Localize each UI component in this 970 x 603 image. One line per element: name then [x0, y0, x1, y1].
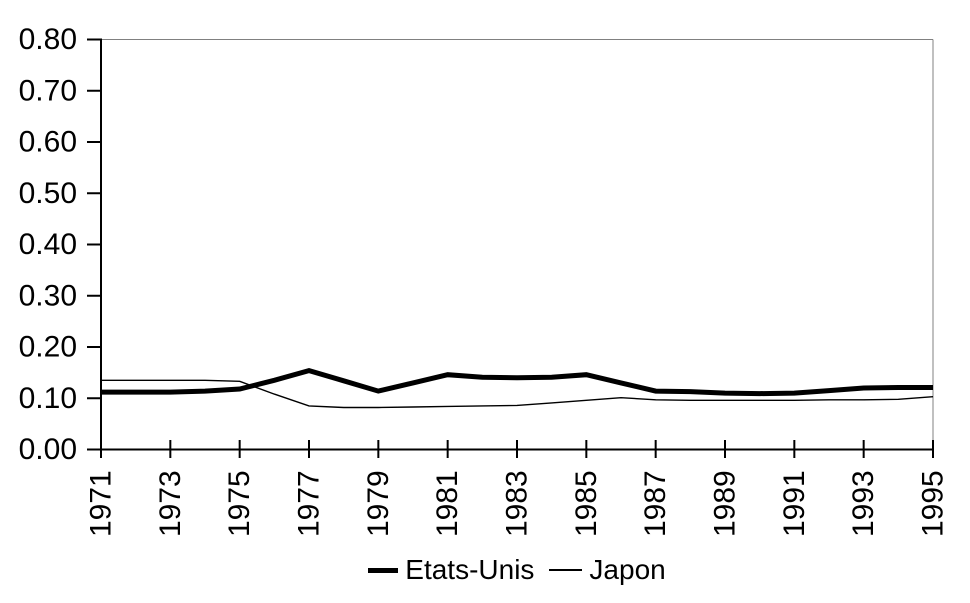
- x-tick-label: 1989: [709, 470, 742, 537]
- series-line-japon: [101, 379, 934, 409]
- chart-legend: Etats-Unis Japon: [101, 556, 933, 584]
- x-tick-label: 1995: [917, 470, 950, 537]
- y-tick-label: 0.20: [19, 331, 77, 364]
- x-tick-label: 1971: [85, 470, 118, 537]
- thin-line-swatch-icon: [549, 569, 583, 571]
- legend-label-etats-unis: Etats-Unis: [405, 554, 535, 585]
- x-tick-label: 1973: [154, 470, 187, 537]
- y-tick-label: 0.10: [19, 382, 77, 415]
- series-line-etats-unis: [101, 367, 933, 397]
- legend-item-etats-unis: Etats-Unis: [368, 556, 534, 584]
- x-tick-label: 1979: [362, 470, 395, 537]
- x-tick-label: 1987: [639, 470, 672, 537]
- legend-label-japon: Japon: [589, 554, 666, 585]
- y-tick-label: 0.00: [19, 433, 77, 466]
- x-tick-label: 1977: [293, 470, 326, 537]
- x-tick-label: 1985: [570, 470, 603, 537]
- y-tick-label: 0.60: [19, 126, 77, 159]
- y-tick-label: 0.80: [19, 23, 77, 56]
- thick-line-swatch-icon: [368, 567, 399, 573]
- x-tick-label: 1993: [847, 470, 880, 537]
- y-tick-label: 0.70: [19, 74, 77, 107]
- y-tick-label: 0.30: [19, 279, 77, 312]
- y-tick-label: 0.40: [19, 228, 77, 261]
- legend-item-japon: Japon: [549, 554, 666, 585]
- x-tick-label: 1991: [778, 470, 811, 537]
- x-tick-label: 1981: [431, 470, 464, 537]
- y-tick-label: 0.50: [19, 177, 77, 210]
- x-tick-label: 1983: [501, 470, 534, 537]
- x-tick-label: 1975: [223, 470, 256, 537]
